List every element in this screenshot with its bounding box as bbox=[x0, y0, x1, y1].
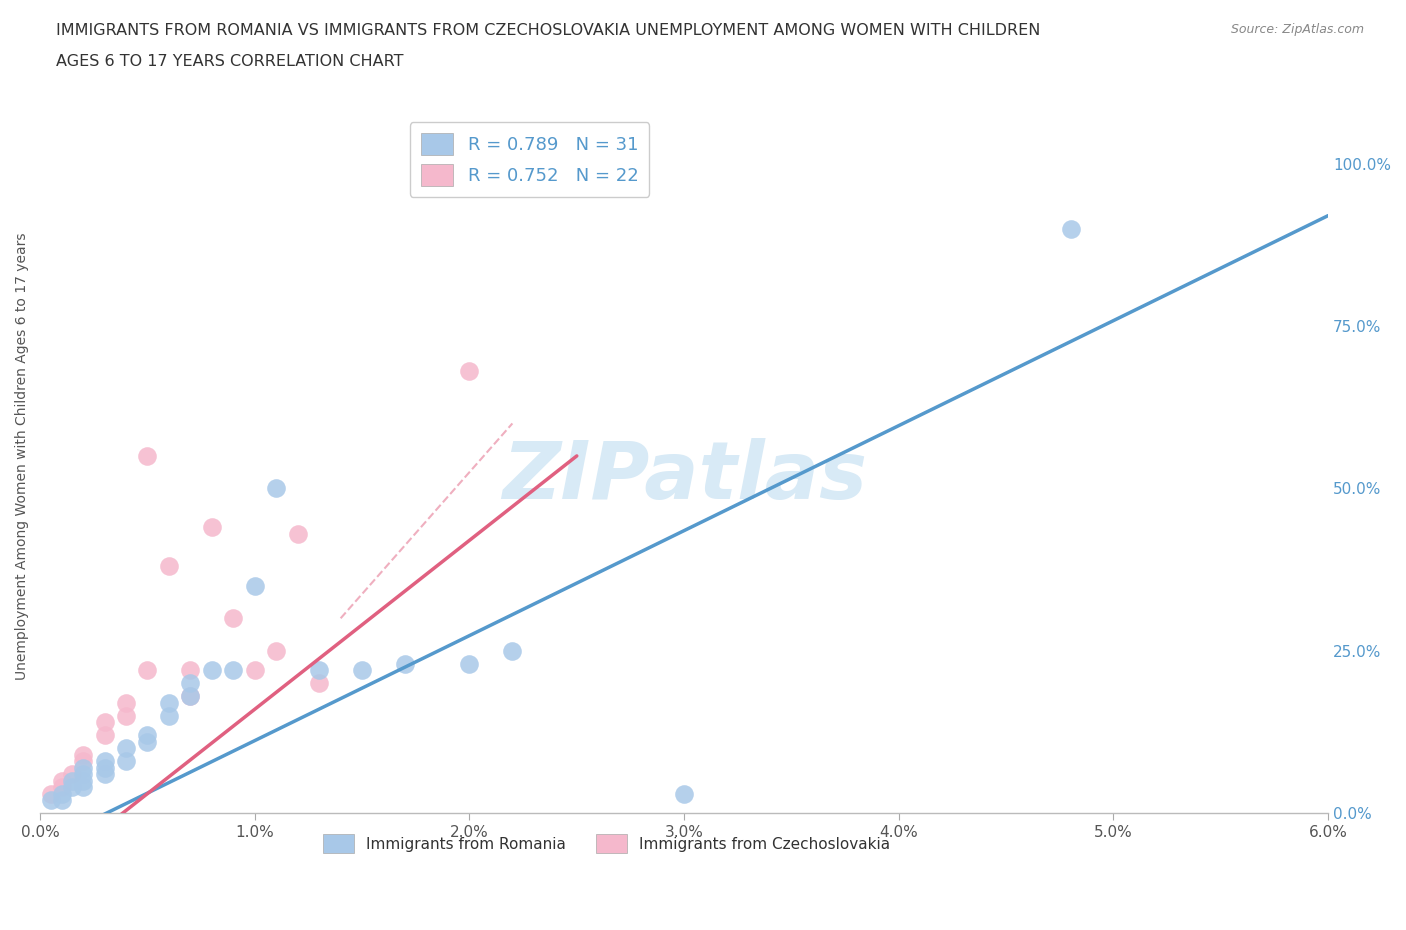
Point bbox=[264, 481, 287, 496]
Point bbox=[72, 773, 94, 788]
Point bbox=[394, 657, 416, 671]
Point bbox=[287, 526, 309, 541]
Point bbox=[179, 689, 201, 704]
Point bbox=[243, 663, 266, 678]
Point bbox=[115, 753, 138, 768]
Point bbox=[136, 663, 159, 678]
Point bbox=[673, 786, 696, 801]
Point bbox=[157, 559, 180, 574]
Point bbox=[51, 779, 73, 794]
Point bbox=[51, 786, 73, 801]
Point bbox=[352, 663, 374, 678]
Point bbox=[308, 663, 330, 678]
Text: Source: ZipAtlas.com: Source: ZipAtlas.com bbox=[1230, 23, 1364, 36]
Point bbox=[93, 760, 115, 775]
Point bbox=[93, 753, 115, 768]
Point bbox=[1059, 221, 1081, 236]
Text: ZIPatlas: ZIPatlas bbox=[502, 438, 866, 516]
Point bbox=[72, 747, 94, 762]
Point bbox=[222, 611, 245, 626]
Point bbox=[51, 792, 73, 807]
Point bbox=[264, 644, 287, 658]
Point bbox=[157, 696, 180, 711]
Point bbox=[93, 715, 115, 730]
Point bbox=[222, 663, 245, 678]
Point bbox=[60, 766, 83, 781]
Point bbox=[179, 663, 201, 678]
Point bbox=[308, 676, 330, 691]
Point bbox=[179, 689, 201, 704]
Point bbox=[115, 709, 138, 724]
Point bbox=[60, 779, 83, 794]
Point bbox=[72, 753, 94, 768]
Point bbox=[243, 578, 266, 593]
Point bbox=[93, 766, 115, 781]
Point bbox=[136, 735, 159, 750]
Point bbox=[60, 773, 83, 788]
Point bbox=[157, 709, 180, 724]
Point bbox=[72, 760, 94, 775]
Point bbox=[39, 786, 62, 801]
Point bbox=[115, 696, 138, 711]
Point bbox=[179, 676, 201, 691]
Point bbox=[93, 728, 115, 743]
Point bbox=[501, 644, 523, 658]
Text: IMMIGRANTS FROM ROMANIA VS IMMIGRANTS FROM CZECHOSLOVAKIA UNEMPLOYMENT AMONG WOM: IMMIGRANTS FROM ROMANIA VS IMMIGRANTS FR… bbox=[56, 23, 1040, 38]
Y-axis label: Unemployment Among Women with Children Ages 6 to 17 years: Unemployment Among Women with Children A… bbox=[15, 232, 30, 680]
Point bbox=[201, 663, 224, 678]
Legend: Immigrants from Romania, Immigrants from Czechoslovakia: Immigrants from Romania, Immigrants from… bbox=[318, 829, 897, 859]
Point bbox=[72, 766, 94, 781]
Point bbox=[201, 520, 224, 535]
Point bbox=[136, 728, 159, 743]
Point bbox=[458, 364, 481, 379]
Point bbox=[115, 740, 138, 755]
Point bbox=[51, 773, 73, 788]
Point bbox=[72, 779, 94, 794]
Point bbox=[458, 657, 481, 671]
Point bbox=[39, 792, 62, 807]
Point bbox=[136, 448, 159, 463]
Text: AGES 6 TO 17 YEARS CORRELATION CHART: AGES 6 TO 17 YEARS CORRELATION CHART bbox=[56, 54, 404, 69]
